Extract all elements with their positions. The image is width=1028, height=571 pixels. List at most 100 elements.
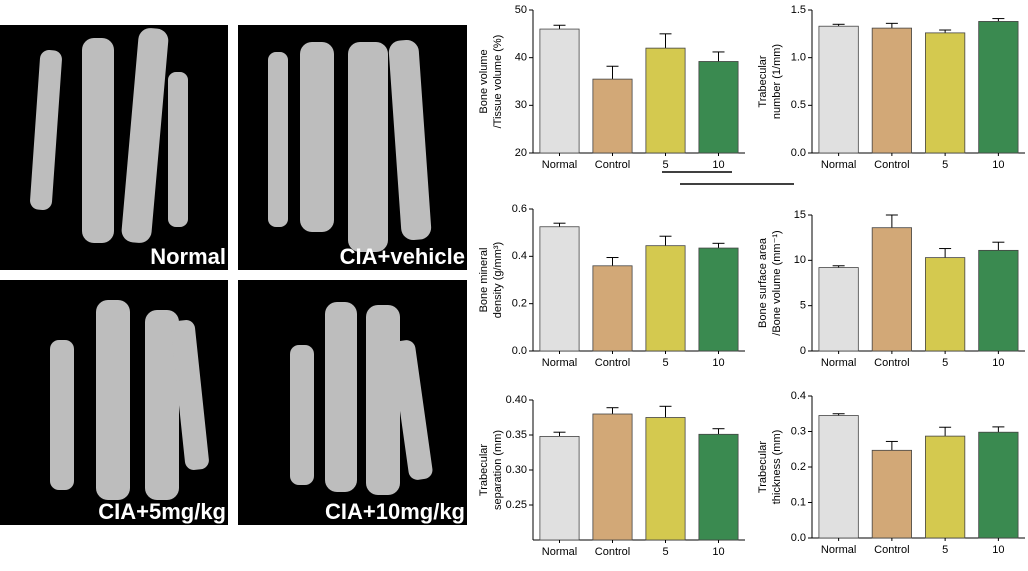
x-tick-label: 10	[712, 546, 724, 558]
bar	[818, 415, 859, 539]
y-tick-label: 10	[794, 254, 806, 266]
bar	[978, 249, 1019, 352]
image-label: CIA+vehicle	[340, 244, 465, 269]
y-tick-label: 5	[800, 300, 806, 312]
bone	[168, 72, 188, 227]
bone	[50, 340, 74, 490]
x-tick-label: Normal	[542, 546, 577, 558]
y-tick-label: 20	[515, 147, 527, 159]
x-tick-label: 5	[942, 159, 948, 171]
image-label: CIA+10mg/kg	[325, 499, 465, 524]
bar	[592, 265, 633, 352]
x-tick-label: Normal	[542, 159, 577, 171]
x-tick-label: Normal	[821, 357, 856, 369]
y-tick-label: 0.3	[791, 425, 806, 437]
x-tick-label: 5	[942, 544, 948, 556]
y-axis-label: /Bone volume (mm⁻¹)	[771, 230, 783, 335]
y-axis-label: density (g/mm³)	[492, 242, 504, 318]
bar	[645, 245, 686, 352]
y-tick-label: 0.0	[791, 532, 806, 544]
x-tick-label: Control	[595, 357, 630, 369]
bar	[645, 417, 686, 541]
y-tick-label: 1.0	[791, 52, 806, 64]
y-tick-label: 0.6	[512, 203, 527, 215]
x-tick-label: 10	[712, 159, 724, 171]
y-tick-label: 0.35	[506, 429, 527, 441]
bone	[290, 345, 314, 485]
x-tick-label: Control	[874, 544, 909, 556]
x-tick-label: 5	[662, 159, 668, 171]
bar	[871, 27, 912, 154]
y-tick-label: 0.0	[512, 345, 527, 357]
x-tick-label: Control	[874, 159, 909, 171]
y-axis-label: Bone volume	[478, 49, 490, 113]
y-axis-label: Trabecular	[757, 441, 769, 494]
y-axis-label: Bone surface area	[757, 237, 769, 328]
y-tick-label: 0.40	[506, 394, 527, 406]
bar	[539, 435, 580, 541]
bar	[818, 25, 859, 154]
x-tick-label: 10	[992, 544, 1004, 556]
y-axis-label: thickness (mm)	[771, 430, 783, 505]
x-tick-label: 10	[712, 357, 724, 369]
y-tick-label: 0.4	[512, 250, 527, 262]
y-tick-label: 0.30	[506, 464, 527, 476]
x-tick-label: Normal	[542, 357, 577, 369]
bar	[539, 226, 580, 352]
micro-ct-panels: Normal CIA+vehicle CIA+5mg/kg CIA+10mg/k…	[0, 25, 467, 525]
bone	[145, 310, 179, 500]
bone	[96, 300, 130, 500]
y-tick-label: 0.1	[791, 496, 806, 508]
bar	[925, 257, 966, 352]
bone	[391, 340, 433, 480]
bone	[325, 302, 357, 492]
x-tick-label: Control	[874, 357, 909, 369]
y-tick-label: 0.0	[791, 147, 806, 159]
x-tick-label: Control	[595, 159, 630, 171]
bone	[388, 40, 432, 240]
bar	[698, 61, 739, 154]
y-tick-label: 50	[515, 4, 527, 16]
bar	[818, 267, 859, 352]
x-tick-label: 10	[992, 159, 1004, 171]
image-label: CIA+5mg/kg	[98, 499, 226, 524]
x-tick-label: 5	[942, 357, 948, 369]
bone	[171, 320, 209, 470]
y-axis-label: number (1/mm)	[771, 44, 783, 119]
y-tick-label: 0.2	[512, 298, 527, 310]
x-tick-label: 10	[992, 357, 1004, 369]
bone	[121, 28, 169, 243]
y-tick-label: 0.2	[791, 461, 806, 473]
bar	[925, 435, 966, 539]
image-label: Normal	[150, 244, 226, 269]
bone	[82, 38, 114, 243]
bar	[592, 78, 633, 154]
x-tick-label: 5	[662, 357, 668, 369]
bone	[30, 50, 62, 210]
y-tick-label: 40	[515, 52, 527, 64]
bar	[925, 32, 966, 154]
y-tick-label: 1.5	[791, 4, 806, 16]
x-tick-label: Normal	[821, 544, 856, 556]
y-tick-label: 30	[515, 99, 527, 111]
bar	[871, 449, 912, 539]
bar	[978, 21, 1019, 154]
bar	[592, 413, 633, 541]
bone	[300, 42, 334, 232]
bone	[268, 52, 288, 227]
bone	[366, 305, 400, 495]
y-tick-label: 0.5	[791, 99, 806, 111]
y-tick-label: 0.25	[506, 499, 527, 511]
y-axis-label: separation (mm)	[492, 430, 504, 510]
y-axis-label: Trabecular	[757, 55, 769, 108]
y-tick-label: 0	[800, 345, 806, 357]
bar	[698, 247, 739, 352]
x-tick-label: 5	[662, 546, 668, 558]
bar	[539, 28, 580, 154]
bar	[645, 47, 686, 154]
bone	[348, 42, 388, 252]
y-tick-label: 0.4	[791, 390, 806, 402]
y-axis-label: Trabecular	[478, 444, 490, 497]
x-tick-label: Normal	[821, 159, 856, 171]
